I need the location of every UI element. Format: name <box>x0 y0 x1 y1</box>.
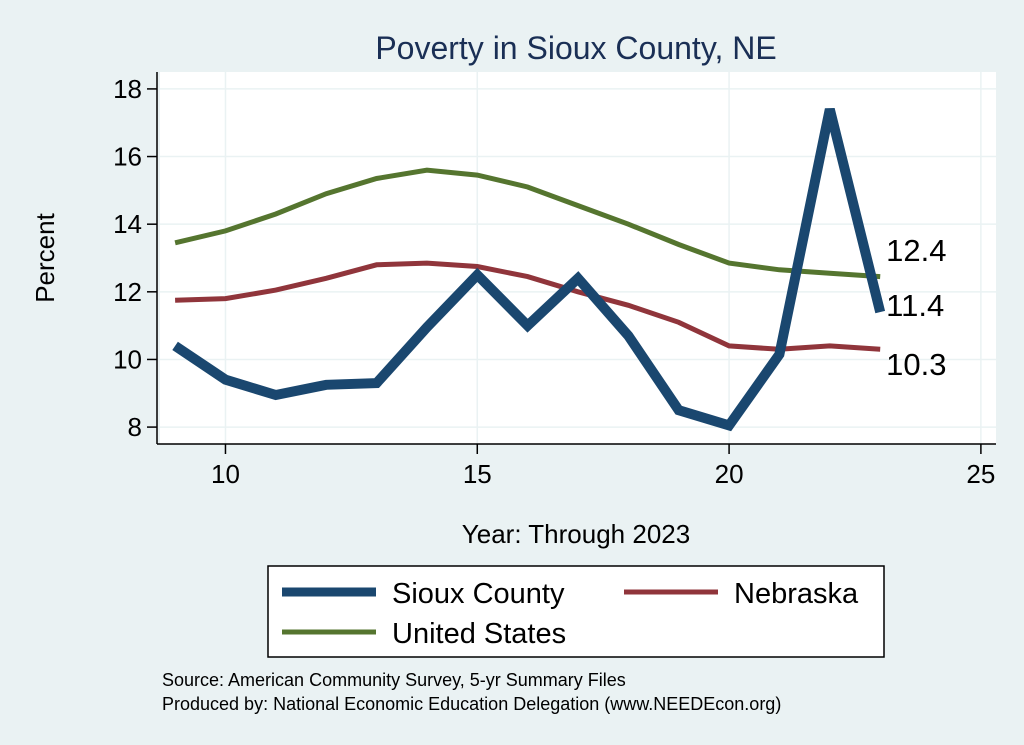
y-tick-label-16: 16 <box>113 142 142 172</box>
x-tick-label-25: 25 <box>966 459 995 489</box>
series-line-sioux-county <box>172 107 886 432</box>
source-note: Source: American Community Survey, 5-yr … <box>162 670 626 690</box>
x-axis-title: Year: Through 2023 <box>462 519 690 549</box>
x-tick-label-15: 15 <box>463 459 492 489</box>
series-line-united-states <box>174 167 881 280</box>
y-tick-label-18: 18 <box>113 74 142 104</box>
legend: Sioux County Nebraska United States <box>267 565 885 658</box>
end-label-sioux-county: 11.4 <box>886 288 944 323</box>
series-lines <box>172 107 886 432</box>
produced-by-note: Produced by: National Economic Education… <box>162 694 781 714</box>
legend-label-united-states: United States <box>392 618 566 650</box>
y-tick-label-8: 8 <box>128 412 142 442</box>
y-tick-label-12: 12 <box>113 277 142 307</box>
y-tick-label-10: 10 <box>113 344 142 374</box>
legend-label-sioux-county: Sioux County <box>392 578 565 610</box>
chart-title: Poverty in Sioux County, NE <box>375 30 776 66</box>
end-label-united-states: 12.4 <box>886 233 946 268</box>
plot-area <box>160 72 996 444</box>
end-label-nebraska: 10.3 <box>886 347 946 382</box>
y-axis-title: Percent <box>30 212 60 302</box>
y-tick-label-14: 14 <box>113 209 142 239</box>
x-tick-label-20: 20 <box>715 459 744 489</box>
legend-label-nebraska: Nebraska <box>734 578 859 610</box>
end-labels: 11.4 10.3 12.4 <box>886 233 946 382</box>
y-axis-ticks: 8 10 12 14 16 18 <box>113 74 157 442</box>
x-axis-ticks: 10 15 20 25 <box>211 444 995 489</box>
series-line-nebraska <box>175 260 881 352</box>
x-tick-label-10: 10 <box>211 459 240 489</box>
legend-box <box>267 565 885 658</box>
